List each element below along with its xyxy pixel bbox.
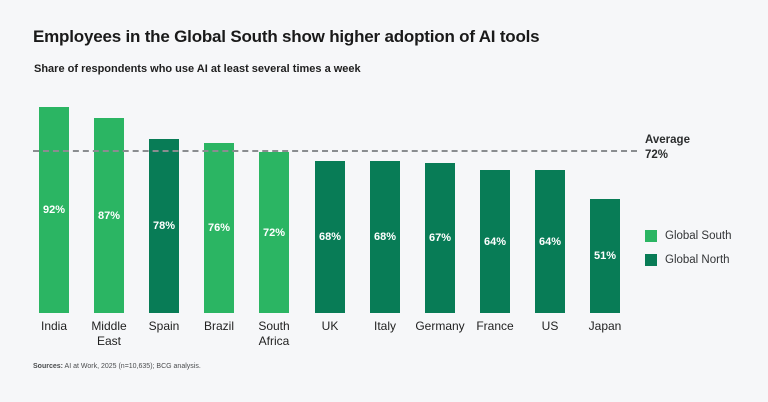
bar-brazil: 76% [204,143,234,313]
average-line [33,150,637,152]
bar-value-label: 76% [207,222,231,234]
bar-value-label: 68% [318,231,342,243]
chart-title: Employees in the Global South show highe… [33,27,540,46]
bar-france: 64% [480,170,510,313]
bar-value-label: 87% [97,209,121,222]
x-axis-label-japan: Japan [588,319,622,333]
x-axis-label-middle-east: Middle East [91,319,127,348]
bar-value-label: 51% [593,250,617,262]
bar-value-label: 64% [538,235,562,248]
global-south-swatch-icon [645,230,657,242]
bar-spain: 78% [149,139,179,313]
x-axis-label-brazil: Brazil [203,319,234,333]
global-north-swatch-icon [645,254,657,266]
average-annotation-value: 72% [645,149,669,161]
x-axis-label-us: US [541,319,559,333]
bar-middle-east: 87% [94,118,124,313]
bar-value-label: 78% [152,220,176,232]
x-axis-label-india: India [40,319,68,333]
x-axis-label-germany: Germany [415,319,465,333]
bar-italy: 68% [370,161,400,313]
chart-subtitle: Share of respondents who use AI at least… [34,63,361,75]
average-annotation-label: Average [645,134,690,146]
legend-item-global-north: Global North [645,254,732,266]
x-axis-label-spain: Spain [148,319,180,333]
x-axis-label-uk: UK [321,319,339,333]
bar-value-label: 68% [373,231,397,243]
average-annotation: Average 72% [645,133,690,163]
x-axis-label-france: France [476,319,514,333]
source-label: Sources: [33,363,63,370]
bar-india: 92% [39,107,69,313]
x-axis-label-south-africa: South Africa [258,319,290,348]
source-note: Sources: AI at Work, 2025 (n=10,635); BC… [33,363,201,370]
bar-germany: 67% [425,163,455,313]
legend-label: Global South [665,230,732,242]
bar-us: 64% [535,170,565,313]
bar-japan: 51% [590,199,620,313]
bar-value-label: 67% [428,232,452,244]
legend-item-global-south: Global South [645,230,732,242]
bar-value-label: 64% [483,235,507,248]
x-axis-label-italy: Italy [373,319,396,333]
legend-label: Global North [665,254,730,266]
bar-uk: 68% [315,161,345,313]
legend: Global South Global North [645,230,732,278]
bar-value-label: 92% [42,204,66,216]
bar-south-africa: 72% [259,152,289,313]
source-text: AI at Work, 2025 (n=10,635); BCG analysi… [62,363,201,370]
bar-value-label: 72% [262,226,286,239]
